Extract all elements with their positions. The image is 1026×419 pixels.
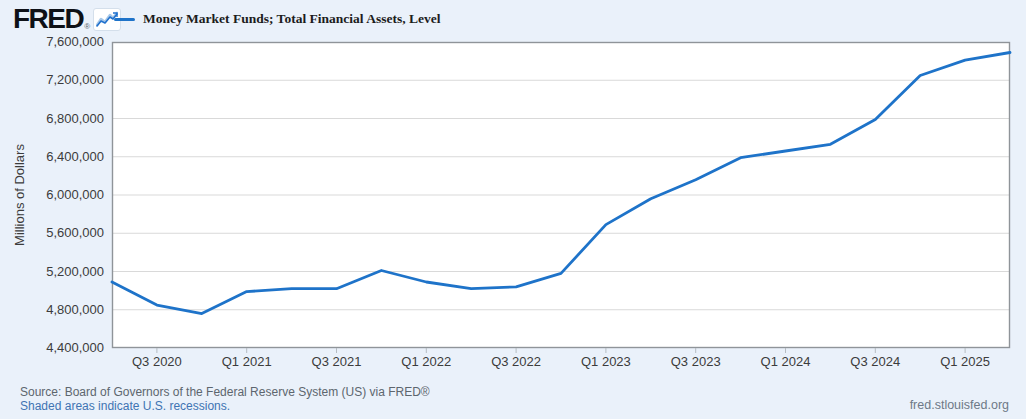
- footer-source-block: Source: Board of Governors of the Federa…: [20, 385, 430, 413]
- y-tick-label: 5,200,000: [12, 265, 104, 279]
- y-tick-label: 7,600,000: [12, 35, 104, 49]
- fred-logo[interactable]: FRED ®: [13, 4, 121, 34]
- registered-trademark: ®: [84, 22, 90, 31]
- legend-series-label: Money Market Funds; Total Financial Asse…: [143, 11, 440, 27]
- recession-note-link[interactable]: Shaded areas indicate U.S. recessions.: [20, 399, 230, 413]
- fred-logo-text: FRED: [13, 4, 83, 34]
- source-text: Source: Board of Governors of the Federa…: [20, 385, 430, 399]
- y-tick-label: 4,800,000: [12, 303, 104, 317]
- x-tick-label: Q1 2022: [384, 354, 468, 369]
- x-tick-label: Q1 2024: [744, 354, 828, 369]
- site-link[interactable]: fred.stlouisfed.org: [910, 398, 1009, 412]
- x-tick-label: Q3 2023: [654, 354, 738, 369]
- y-tick-label: 7,200,000: [12, 73, 104, 87]
- x-tick-label: Q1 2021: [205, 354, 289, 369]
- x-tick-label: Q3 2021: [295, 354, 379, 369]
- fred-chart-widget: FRED ® Money Market Funds; Total Financi…: [0, 0, 1026, 419]
- x-tick-label: Q3 2024: [833, 354, 917, 369]
- chart-legend: Money Market Funds; Total Financial Asse…: [114, 11, 440, 27]
- y-tick-label: 6,800,000: [12, 112, 104, 126]
- data-series-line: [112, 53, 1010, 314]
- y-tick-label: 4,400,000: [12, 341, 104, 355]
- x-tick-label: Q1 2025: [923, 354, 1007, 369]
- legend-line-swatch: [114, 18, 135, 21]
- y-tick-label: 6,400,000: [12, 150, 104, 164]
- plot-area[interactable]: [112, 42, 1010, 348]
- y-tick-label: 6,000,000: [12, 188, 104, 202]
- line-chart-canvas: [112, 42, 1010, 354]
- y-tick-label: 5,600,000: [12, 226, 104, 240]
- x-tick-label: Q1 2023: [564, 354, 648, 369]
- x-tick-label: Q3 2022: [474, 354, 558, 369]
- x-tick-label: Q3 2020: [115, 354, 199, 369]
